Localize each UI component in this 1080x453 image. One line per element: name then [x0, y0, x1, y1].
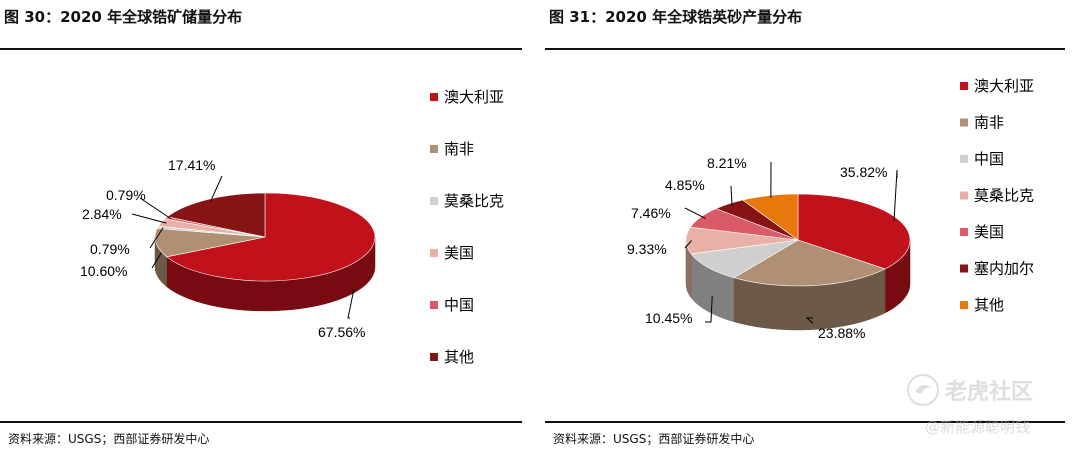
leader-line: [210, 175, 223, 202]
data-label: 17.41%: [168, 157, 215, 173]
legend-label: 美国: [974, 223, 1004, 241]
source-note: 资料来源：USGS；西部证券研发中心: [8, 432, 210, 446]
leader-line: [131, 213, 167, 224]
legend-swatch: [960, 118, 968, 127]
legend-label: 中国: [444, 296, 474, 314]
legend-label: 其他: [444, 348, 474, 366]
data-label: 2.84%: [82, 206, 122, 222]
data-label: 7.46%: [631, 205, 671, 221]
source-note: 资料来源：USGS；西部证券研发中心: [553, 432, 755, 446]
pie-top: [154, 192, 376, 282]
slice-中国: [690, 239, 799, 279]
legend-swatch: [430, 301, 438, 309]
legend-label: 其他: [974, 296, 1004, 314]
slice-其他: [166, 192, 266, 238]
slice-南非: [733, 239, 886, 287]
legend-swatch: [430, 353, 438, 361]
legend-label: 塞内加尔: [974, 260, 1034, 278]
data-label: 10.45%: [645, 310, 692, 326]
leader-line: [684, 240, 692, 249]
figure-31: 图 31：2020 年全球锆英砂产量分布 澳大利亚南非中国莫桑比克美国塞内加尔其…: [545, 0, 1080, 453]
data-labels: 67.56% 10.60% 0.79% 2.84% 0.79% 17.41%: [80, 157, 365, 340]
legend-label: 美国: [444, 244, 474, 262]
leader-line: [705, 295, 713, 323]
watermark: 老虎社区 @新能源聪明钱: [905, 372, 1075, 447]
legend-label: 南非: [974, 114, 1004, 132]
data-label: 0.79%: [106, 187, 146, 203]
watermark-handle: @新能源聪明钱: [925, 418, 1031, 436]
leader-line: [347, 288, 355, 319]
bottom-rule: [0, 421, 522, 423]
legend-swatch: [960, 264, 968, 273]
top-rule: [545, 48, 1065, 50]
leader-line: [684, 207, 706, 219]
leader-line: [149, 227, 164, 249]
legend-swatch: [430, 249, 438, 257]
legend-swatch: [430, 145, 438, 153]
legend-swatch: [960, 155, 968, 163]
legend-swatch: [960, 228, 968, 236]
leader-line: [139, 197, 172, 220]
figure-30: 图 30：2020 年全球锆矿储量分布 澳大利亚南非莫桑比克美国中国其他 67.5…: [0, 0, 530, 453]
legend-swatch: [960, 301, 968, 309]
legend-swatch: [430, 93, 438, 101]
bottom-rule: [545, 421, 1065, 423]
slice-其他: [742, 193, 799, 241]
watermark-brand: 老虎社区: [945, 380, 1034, 405]
data-label: 8.21%: [707, 155, 747, 171]
tiger-logo-icon: [907, 374, 939, 406]
legend-swatch: [430, 197, 438, 205]
slice-澳大利亚: [797, 193, 911, 270]
slice-澳大利亚: [166, 192, 376, 282]
legend-swatch: [960, 191, 968, 200]
top-rule: [0, 48, 522, 50]
slice-南非: [154, 227, 266, 258]
data-label: 9.33%: [627, 241, 667, 257]
leader-line: [151, 252, 162, 269]
leader-line: [805, 317, 814, 324]
data-label: 0.79%: [90, 241, 130, 257]
legend-label: 莫桑比克: [974, 187, 1034, 205]
pie-top: [685, 193, 911, 287]
data-labels: 35.82% 23.88% 10.45% 9.33% 7.46% 4.85%8.21%: [627, 155, 898, 341]
legend-label: 莫桑比克: [444, 192, 504, 210]
leader-line: [893, 169, 898, 222]
data-label: 4.85%: [665, 177, 705, 193]
data-label: 67.56%: [318, 324, 365, 340]
chart-title: 图 30：2020 年全球锆矿储量分布: [4, 8, 243, 26]
legend-label: 中国: [974, 150, 1004, 168]
legend-swatch: [960, 82, 968, 90]
chart-title: 图 31：2020 年全球锆英砂产量分布: [549, 8, 803, 26]
data-label: 10.60%: [80, 263, 127, 279]
legend-label: 澳大利亚: [974, 77, 1034, 95]
leader-line: [730, 185, 733, 206]
legend-label: 南非: [444, 140, 474, 158]
legend-label: 澳大利亚: [444, 88, 504, 106]
data-label: 35.82%: [840, 164, 887, 180]
data-label: 23.88%: [818, 325, 865, 341]
